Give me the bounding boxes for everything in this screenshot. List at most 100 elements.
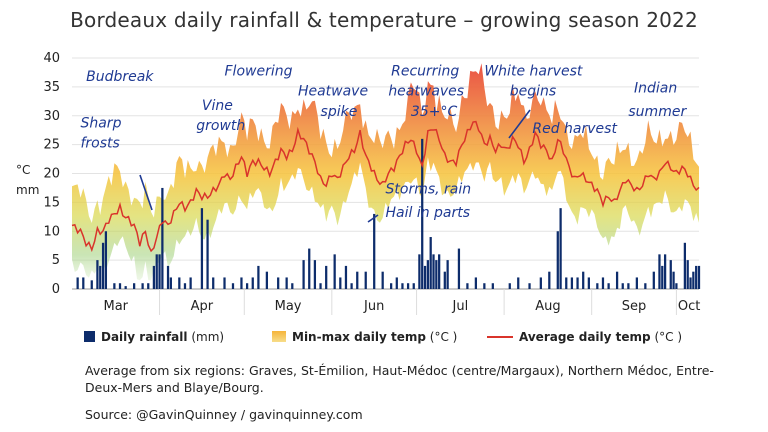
min-max-band xyxy=(72,63,699,281)
rain-bar xyxy=(635,277,638,289)
rain-bar xyxy=(570,277,574,289)
legend-band: Min-max daily temp (°C ) xyxy=(272,330,457,344)
x-tick-label: May xyxy=(275,299,302,314)
rain-bar xyxy=(251,277,254,289)
axes: Mar Apr May Jun Jul Aug Sep Oct xyxy=(104,289,700,315)
rain-bar xyxy=(432,254,435,289)
rain-bar xyxy=(152,265,156,289)
rain-bar xyxy=(302,260,305,289)
rain-bar xyxy=(82,277,85,289)
rain-bar xyxy=(183,283,187,289)
rain-bar xyxy=(576,277,579,289)
annotation-text: Sharp xyxy=(80,115,121,131)
rain-bar xyxy=(435,260,438,289)
rain-bar xyxy=(339,277,342,289)
rain-bar xyxy=(291,283,294,289)
annotation-text: Budbreak xyxy=(86,69,154,85)
y-unit-celsius: °C xyxy=(16,163,31,177)
x-tick-label: Sep xyxy=(622,299,647,314)
rain-bar xyxy=(245,283,249,289)
rain-bar xyxy=(418,254,421,289)
pointer-storms xyxy=(367,214,379,223)
rain-bar xyxy=(223,277,226,289)
rain-bar xyxy=(421,138,424,289)
rain-bar xyxy=(200,208,204,289)
rain-bar xyxy=(158,254,161,289)
rain-bar xyxy=(596,283,599,289)
rain-bar xyxy=(147,283,150,289)
rain-bar xyxy=(212,277,215,289)
rain-bar xyxy=(308,248,311,289)
rain-bar xyxy=(517,277,520,289)
rain-bar xyxy=(457,248,461,289)
y-tick-label: 40 xyxy=(43,51,60,66)
rain-bar xyxy=(652,271,655,289)
rain-bar xyxy=(686,260,689,289)
rain-bar xyxy=(474,277,478,289)
annotation-text: Vine xyxy=(202,98,233,114)
rain-bar xyxy=(313,260,317,289)
rain-bar xyxy=(277,277,280,289)
rain-bar xyxy=(692,271,695,289)
x-tick-label: Apr xyxy=(191,299,214,314)
rain-bar xyxy=(423,265,427,289)
rain-bar xyxy=(104,231,108,289)
regions-note: Average from six regions: Graves, St-Émi… xyxy=(85,363,714,395)
rain-bar xyxy=(426,260,429,289)
rain-bar xyxy=(231,283,235,289)
rain-bar xyxy=(689,277,692,289)
y-tick-label: 35 xyxy=(43,80,60,95)
rain-bar xyxy=(113,283,116,289)
annotation-text: Storms, rain xyxy=(386,182,472,198)
y-tick-label: 10 xyxy=(43,224,60,239)
rain-bar xyxy=(621,283,624,289)
chart-title: Bordeaux daily rainfall & temperature – … xyxy=(70,8,698,32)
rain-bar xyxy=(491,283,494,289)
annotation-text: Red harvest xyxy=(532,121,617,137)
rain-bar xyxy=(206,219,209,289)
rain-bar xyxy=(429,237,432,289)
y-tick-label: 5 xyxy=(52,253,60,268)
rain-bar xyxy=(658,254,661,289)
rain-bar xyxy=(663,254,667,289)
legend-avg: Average daily temp (°C ) xyxy=(487,330,682,344)
rain-bar xyxy=(443,271,446,289)
rain-bar xyxy=(582,271,585,289)
pointer-white-harvest xyxy=(508,109,531,139)
rain-bar xyxy=(587,277,590,289)
y-tick-label: 30 xyxy=(43,109,60,124)
rain-bar xyxy=(395,277,398,289)
rain-bar xyxy=(412,283,415,289)
annotation-text: frosts xyxy=(80,136,119,152)
rain-bar xyxy=(601,277,605,289)
rain-bar xyxy=(169,277,172,289)
legend-rain-label: Daily rainfall xyxy=(101,330,188,344)
rain-bar xyxy=(406,283,410,289)
rain-bar xyxy=(508,283,511,289)
x-tick-label: Jun xyxy=(363,299,384,314)
rain-bar xyxy=(356,271,359,289)
legend-band-swatch xyxy=(272,331,286,342)
rain-bar xyxy=(133,283,136,289)
legend-band-label: Min-max daily temp xyxy=(292,330,426,344)
rain-bar xyxy=(166,265,170,289)
annotation-text: summer xyxy=(628,104,687,120)
rain-bar xyxy=(178,277,181,289)
y-unit-mm: mm xyxy=(16,183,40,197)
rain-bar xyxy=(661,265,664,289)
rain-bar xyxy=(76,277,79,289)
rain-bar xyxy=(344,265,348,289)
rain-bar xyxy=(644,283,647,289)
rain-bar xyxy=(118,283,122,289)
rain-bar xyxy=(466,283,469,289)
rain-bar xyxy=(627,283,630,289)
temp-band xyxy=(72,63,699,281)
rain-bar xyxy=(446,260,449,289)
x-tick-label: Jul xyxy=(452,299,469,314)
annotation-text: Hail in parts xyxy=(386,205,471,221)
rain-bar xyxy=(257,265,260,289)
annotation-text: begins xyxy=(510,84,556,100)
rain-bar xyxy=(373,213,376,289)
rain-bar xyxy=(96,260,99,289)
